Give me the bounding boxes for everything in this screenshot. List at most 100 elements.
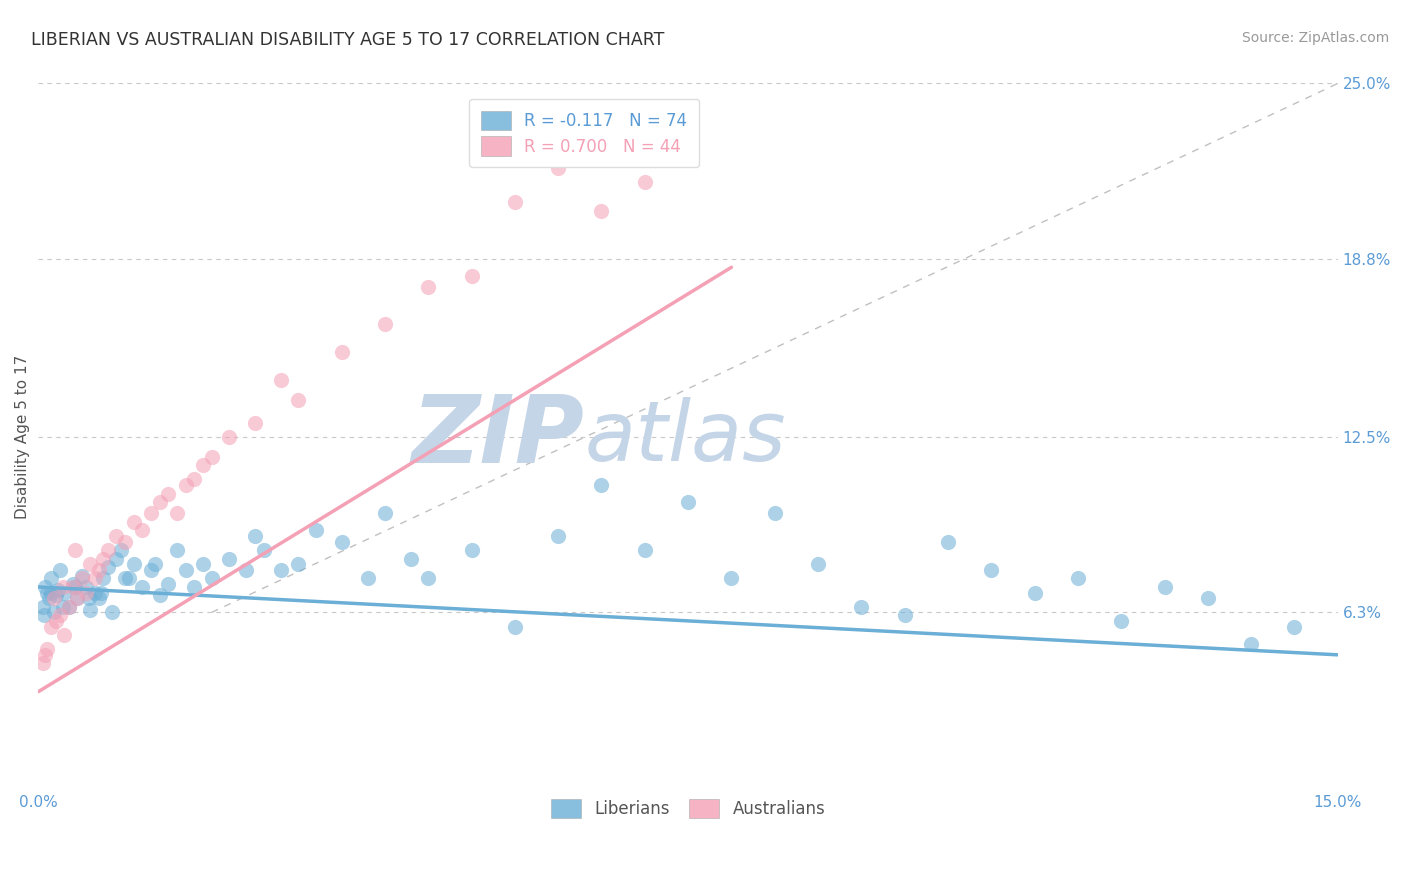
Point — [418, 280, 440, 294]
Point — [58, 599, 80, 614]
Point — [174, 563, 197, 577]
Point — [157, 577, 180, 591]
Point — [980, 563, 1002, 577]
Point — [31, 599, 53, 614]
Point — [1284, 619, 1306, 633]
Point — [157, 486, 180, 500]
Point — [270, 563, 292, 577]
Point — [70, 571, 93, 585]
Point — [53, 585, 76, 599]
Point — [936, 534, 959, 549]
Point — [66, 591, 89, 606]
Point — [1109, 614, 1132, 628]
Point — [547, 529, 569, 543]
Point — [114, 571, 136, 585]
Point — [101, 606, 124, 620]
Point — [97, 543, 120, 558]
Point — [114, 534, 136, 549]
Point — [45, 614, 67, 628]
Point — [851, 599, 873, 614]
Point — [591, 478, 613, 492]
Point — [374, 317, 396, 331]
Point — [591, 203, 613, 218]
Point — [149, 495, 172, 509]
Point — [49, 608, 72, 623]
Point — [131, 524, 153, 538]
Text: atlas: atlas — [583, 397, 786, 477]
Point — [46, 582, 69, 597]
Point — [235, 563, 257, 577]
Point — [139, 563, 162, 577]
Point — [503, 195, 526, 210]
Point — [330, 534, 353, 549]
Point — [191, 458, 214, 473]
Point — [83, 585, 105, 599]
Point — [676, 495, 699, 509]
Point — [183, 580, 205, 594]
Point — [460, 543, 482, 558]
Point — [52, 599, 75, 614]
Point — [42, 591, 65, 606]
Point — [38, 591, 60, 606]
Point — [201, 571, 224, 585]
Point — [287, 558, 309, 572]
Point — [243, 416, 266, 430]
Point — [110, 543, 132, 558]
Point — [31, 657, 53, 671]
Point — [1240, 636, 1263, 650]
Text: LIBERIAN VS AUSTRALIAN DISABILITY AGE 5 TO 17 CORRELATION CHART: LIBERIAN VS AUSTRALIAN DISABILITY AGE 5 … — [31, 31, 664, 49]
Point — [90, 585, 112, 599]
Point — [41, 619, 63, 633]
Point — [87, 591, 110, 606]
Point — [1153, 580, 1175, 594]
Point — [63, 543, 86, 558]
Y-axis label: Disability Age 5 to 17: Disability Age 5 to 17 — [15, 355, 30, 519]
Point — [174, 478, 197, 492]
Point — [93, 551, 115, 566]
Point — [807, 558, 830, 572]
Point — [93, 571, 115, 585]
Point — [32, 608, 55, 623]
Point — [37, 585, 59, 599]
Point — [105, 551, 128, 566]
Point — [131, 580, 153, 594]
Point — [62, 580, 84, 594]
Point — [243, 529, 266, 543]
Point — [547, 161, 569, 176]
Point — [145, 558, 167, 572]
Point — [70, 568, 93, 582]
Point — [191, 558, 214, 572]
Point — [460, 268, 482, 283]
Point — [97, 560, 120, 574]
Legend: Liberians, Australians: Liberians, Australians — [544, 792, 832, 825]
Point — [270, 374, 292, 388]
Point — [52, 580, 75, 594]
Point — [75, 585, 97, 599]
Point — [87, 563, 110, 577]
Point — [1197, 591, 1219, 606]
Point — [763, 507, 786, 521]
Point — [105, 529, 128, 543]
Text: Source: ZipAtlas.com: Source: ZipAtlas.com — [1241, 31, 1389, 45]
Point — [634, 543, 657, 558]
Point — [75, 580, 97, 594]
Point — [418, 571, 440, 585]
Point — [893, 608, 915, 623]
Point — [41, 571, 63, 585]
Point — [356, 571, 378, 585]
Point — [330, 345, 353, 359]
Point — [34, 580, 56, 594]
Point — [1067, 571, 1090, 585]
Point — [634, 176, 657, 190]
Point — [83, 571, 105, 585]
Point — [53, 628, 76, 642]
Point — [122, 515, 145, 529]
Point — [122, 558, 145, 572]
Point — [305, 524, 328, 538]
Text: ZIP: ZIP — [412, 391, 583, 483]
Point — [118, 571, 141, 585]
Point — [45, 589, 67, 603]
Point — [166, 543, 188, 558]
Point — [1024, 585, 1046, 599]
Point — [79, 602, 101, 616]
